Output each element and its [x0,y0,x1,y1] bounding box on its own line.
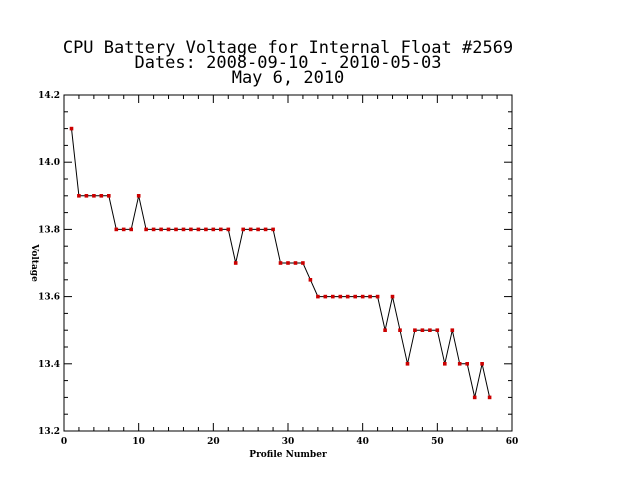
data-point [480,362,484,366]
axis-tick-labels: 0 10 20 30 40 50 60 13.2 13.4 13.6 13.8 14.0 14.2 [38,91,518,447]
data-point [129,227,133,232]
data-point [166,227,171,232]
x-axis-label: Profile Number [249,450,327,460]
data-point [457,362,462,366]
data-point [286,261,290,265]
data-point [472,395,477,400]
data-point [151,227,156,232]
data-point [136,194,141,198]
data-point [248,227,253,232]
data-point [323,294,328,299]
data-point [219,227,223,232]
y-tick-label: 13.4 [38,360,60,370]
data-point [271,227,275,232]
data-point [121,227,126,232]
data-point [345,294,350,299]
axis-ticks [63,94,513,432]
data-point [174,227,178,232]
data-point [375,294,380,299]
data-point [383,328,387,332]
data-point [360,294,365,299]
data-point [189,227,193,232]
data-point [338,294,343,299]
data-point [107,194,111,198]
y-tick-label: 13.8 [38,225,60,235]
data-point [84,194,89,198]
data-point [77,194,81,198]
x-tick-label: 60 [506,437,519,447]
data-point [390,294,395,299]
data-point [69,126,74,131]
data-point [196,227,201,232]
voltage-series-markers [69,126,492,400]
data-point [226,227,231,232]
y-axis-label: Voltage [29,243,39,282]
data-point [278,261,283,265]
data-point [465,362,469,366]
data-point [398,328,402,332]
data-point [450,328,455,332]
data-point [92,194,96,198]
y-tick-label: 14.2 [38,91,60,101]
data-point [211,227,216,232]
data-point [114,227,119,232]
x-tick-label: 50 [431,437,444,447]
x-tick-label: 10 [132,437,145,447]
data-point [159,227,163,232]
data-point [263,227,268,232]
data-point [435,328,440,332]
data-point [405,362,410,366]
data-point [233,261,238,265]
data-point [241,227,245,232]
x-tick-label: 20 [207,437,220,447]
title-line-1: CPU Battery Voltage for Internal Float #… [63,38,513,58]
data-point [99,194,104,198]
y-tick-label: 14.0 [38,158,60,168]
data-point [353,294,357,299]
data-point [443,362,447,366]
x-tick-label: 40 [356,437,369,447]
data-point [301,261,305,265]
data-point [316,294,320,299]
data-point [308,278,313,282]
data-point [144,227,148,232]
data-point [420,328,425,332]
data-point [331,294,335,299]
chart-title: CPU Battery Voltage for Internal Float #… [63,38,513,88]
data-point [204,227,208,232]
data-point [413,328,417,332]
x-tick-label: 0 [61,437,67,447]
data-point [256,227,260,232]
y-tick-label: 13.6 [38,293,60,303]
data-point [428,328,432,332]
y-tick-label: 13.2 [38,427,60,437]
data-point [487,395,492,400]
data-point [181,227,186,232]
x-tick-label: 30 [282,437,295,447]
title-line-3: May 6, 2010 [232,68,345,88]
title-line-2: Dates: 2008-09-10 - 2010-05-03 [134,53,441,73]
data-point [368,294,372,299]
data-point [293,261,298,265]
